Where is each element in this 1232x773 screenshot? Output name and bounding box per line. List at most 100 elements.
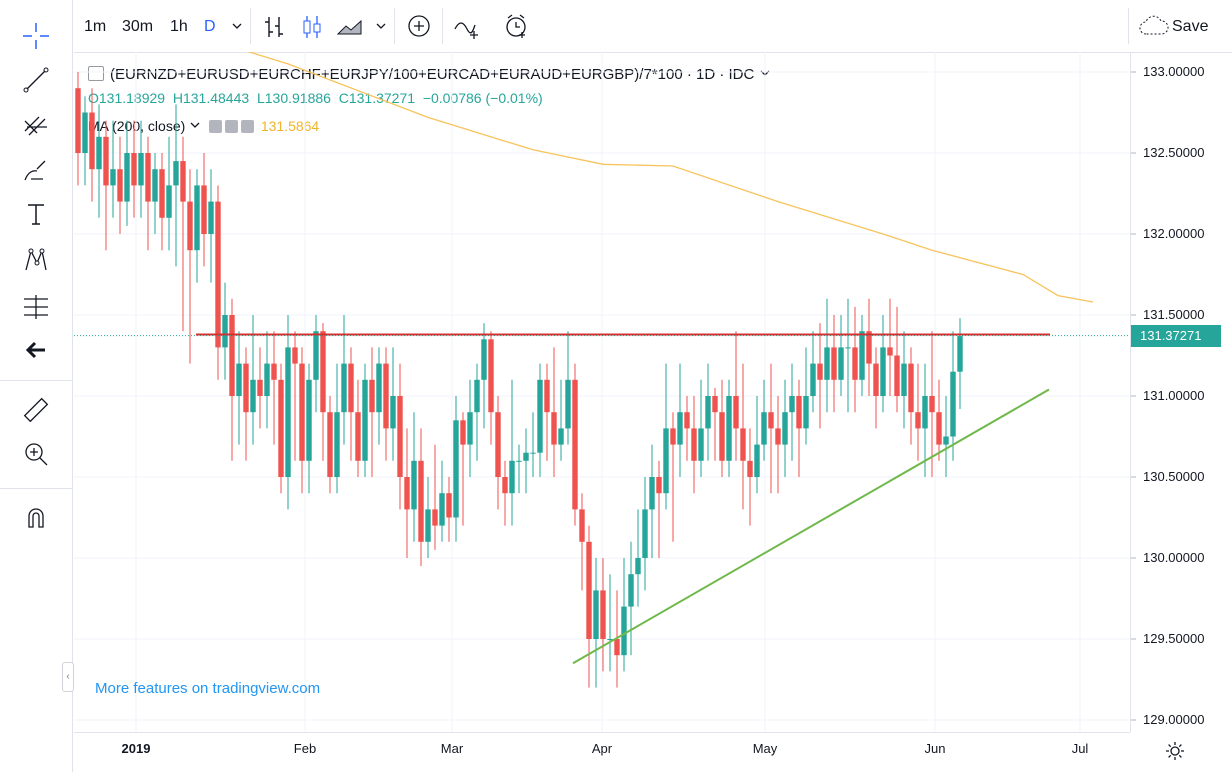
save-button[interactable]: Save (1172, 18, 1209, 35)
interval-1m[interactable]: 1m (84, 18, 107, 35)
candle-body (537, 379, 543, 453)
candle-body (495, 412, 501, 477)
candle-body (698, 428, 704, 461)
crosshair-icon[interactable] (18, 18, 54, 54)
candle-body (677, 412, 683, 445)
candle-body (530, 452, 536, 454)
candle-body (306, 379, 312, 461)
trend-line-icon[interactable] (18, 62, 54, 98)
price-tick-label: 132.50000 (1143, 145, 1205, 160)
candles-icon[interactable] (300, 12, 324, 38)
candle-body (432, 509, 438, 526)
chevron-down-icon[interactable] (230, 14, 244, 38)
collapse-icon[interactable] (88, 66, 104, 81)
candle-body (810, 363, 816, 396)
pattern-icon[interactable] (18, 242, 54, 278)
candle-body (327, 412, 333, 477)
eye-icon[interactable] (208, 120, 222, 133)
candle-body (292, 347, 298, 364)
price-axis[interactable]: 133.00000 132.50000 132.00000 131.50000 131.… (1130, 52, 1232, 732)
ruler-icon[interactable] (18, 392, 54, 428)
toolbar-divider (0, 380, 72, 381)
candle-body (803, 396, 809, 429)
high-label: H (172, 90, 183, 106)
candle-body (957, 336, 963, 372)
candle-body (544, 379, 550, 413)
pitchfork-icon[interactable] (18, 106, 54, 142)
price-tick-label: 130.50000 (1143, 469, 1205, 484)
candle-body (341, 363, 347, 413)
prediction-icon[interactable] (18, 288, 54, 324)
candle-body (635, 558, 641, 575)
candle-body (243, 363, 249, 413)
collapse-panel-handle[interactable]: ‹ (62, 662, 74, 692)
candle-body (110, 169, 116, 186)
watermark-link[interactable]: More features on tradingview.com (95, 680, 321, 697)
chevron-down-icon[interactable] (374, 14, 388, 38)
time-axis[interactable]: 2019 Feb Mar Apr May Jun Jul (74, 732, 1130, 773)
price-tick-label: 132.00000 (1143, 226, 1205, 241)
magnet-icon[interactable] (18, 500, 54, 536)
toolbar-divider (250, 8, 251, 44)
candle-body (208, 201, 214, 234)
candle-body (131, 153, 137, 186)
candle-body (418, 460, 424, 542)
area-chart-icon[interactable] (336, 12, 364, 36)
bar-chart-icon[interactable] (262, 12, 286, 37)
time-tick-label: 2019 (121, 741, 151, 756)
candle-body (278, 379, 284, 477)
cloud-save-icon[interactable] (1138, 14, 1170, 38)
drawing-toolbar (0, 0, 73, 772)
time-tick-label: Feb (293, 741, 317, 756)
close-label: C (338, 90, 349, 106)
candle-body (740, 428, 746, 461)
candle-body (831, 347, 837, 380)
candle-body (257, 379, 263, 396)
brush-icon[interactable] (18, 152, 54, 188)
interval-d[interactable]: D (204, 18, 216, 35)
symbol-title[interactable]: (EURNZD+EURUSD+EURCHF+EURJPY/100+EURCAD+… (110, 66, 755, 83)
zoom-in-icon[interactable] (18, 436, 54, 472)
support-trend-line (572, 388, 1050, 665)
candle-body (117, 169, 123, 202)
candle-body (376, 363, 382, 413)
add-indicator-icon[interactable] (406, 13, 432, 37)
gear-icon[interactable] (224, 120, 238, 133)
interval-1h[interactable]: 1h (170, 18, 188, 35)
toolbar-divider (442, 8, 443, 44)
back-arrow-icon[interactable] (18, 332, 54, 368)
moving-average-line (247, 52, 1094, 303)
candle-body (796, 396, 802, 429)
ma-label[interactable]: MA (200, close) (88, 118, 186, 134)
candle-body (460, 420, 466, 445)
candle-body (649, 477, 655, 510)
text-icon[interactable] (18, 196, 54, 232)
price-tick-label: 131.50000 (1143, 307, 1205, 322)
alert-icon[interactable] (502, 12, 530, 38)
candle-body (152, 169, 158, 202)
candle-body (733, 396, 739, 429)
candle-body (845, 347, 851, 349)
candle-body (551, 412, 557, 445)
candle-body (453, 420, 459, 518)
candle-body (299, 363, 305, 461)
candle-body (103, 136, 109, 186)
candle-body (642, 509, 648, 558)
settings-icon[interactable] (1164, 740, 1186, 767)
candle-body (593, 590, 599, 639)
candle-body (509, 460, 515, 494)
candle-body (425, 509, 431, 542)
candle-body (96, 136, 102, 170)
interval-30m[interactable]: 30m (122, 18, 154, 35)
open-value: 131.18929 (98, 90, 166, 106)
candle-body (75, 88, 81, 153)
close-icon[interactable] (240, 120, 254, 133)
candle-body (768, 412, 774, 429)
compare-icon[interactable] (452, 13, 482, 39)
candle-body (124, 153, 130, 202)
candle-body (180, 161, 186, 202)
candle-body (446, 493, 452, 518)
chevron-down-icon[interactable] (189, 119, 201, 131)
